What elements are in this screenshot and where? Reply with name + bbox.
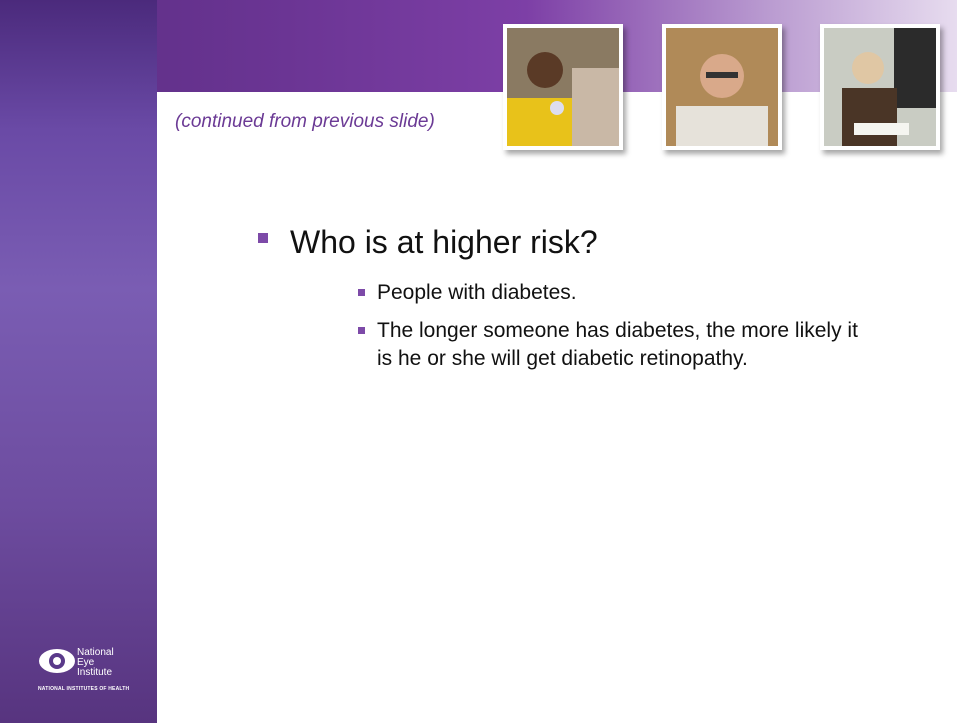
slide: (continued from previous slide) Who is a… <box>0 0 957 723</box>
logo-org: NATIONAL INSTITUTES OF HEALTH <box>38 686 129 692</box>
logo-name: National Eye Institute <box>77 648 114 678</box>
sub-bullet: The longer someone has diabetes, the mor… <box>377 317 867 373</box>
sub-bullet-marker <box>358 327 365 334</box>
photo <box>820 24 940 150</box>
photo <box>662 24 782 150</box>
logo-line: Institute <box>77 668 114 678</box>
left-sidebar <box>0 0 157 723</box>
photo-art <box>507 28 619 146</box>
photo-art <box>666 28 778 146</box>
sub-bullet-marker <box>358 289 365 296</box>
sub-bullet: People with diabetes. <box>377 279 867 307</box>
photo-art <box>824 28 936 146</box>
bullet-heading: Who is at higher risk? <box>290 224 598 261</box>
bullet-marker <box>258 233 268 243</box>
photo <box>503 24 623 150</box>
subtitle: (continued from previous slide) <box>175 111 435 133</box>
logo-eye <box>38 646 76 676</box>
